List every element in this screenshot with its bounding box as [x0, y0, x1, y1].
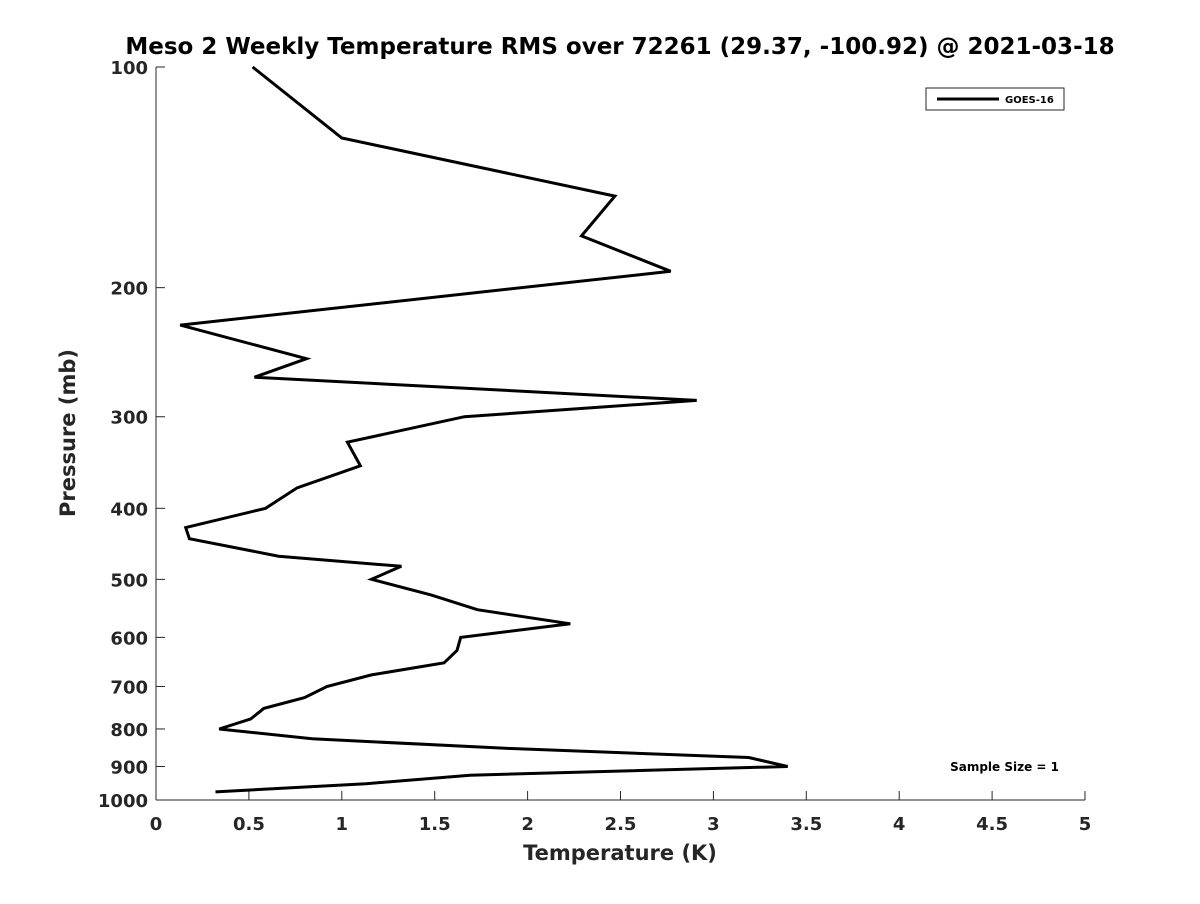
x-tick-label: 0.5 — [233, 814, 265, 835]
y-tick-label: 400 — [110, 499, 148, 520]
x-tick-label: 3.5 — [790, 814, 822, 835]
y-axis-label: Pressure (mb) — [56, 349, 80, 517]
y-tick-label: 300 — [110, 408, 148, 429]
x-tick-label: 4.5 — [976, 814, 1008, 835]
legend: GOES-16 — [925, 87, 1065, 111]
x-tick-label: 4 — [893, 814, 906, 835]
x-tick-label: 0 — [150, 814, 163, 835]
y-tick-label: 200 — [110, 279, 148, 300]
y-tick-label: 1000 — [98, 791, 148, 812]
x-tick-label: 5 — [1079, 814, 1092, 835]
x-axis-label: Temperature (K) — [523, 841, 717, 865]
y-tick-label: 700 — [110, 677, 148, 698]
legend-label-goes-16: GOES-16 — [1005, 95, 1054, 106]
series-line-goes-16 — [179, 65, 789, 794]
y-tick-label: 900 — [110, 757, 148, 778]
series-layer — [179, 65, 789, 794]
y-tick-label: 800 — [110, 720, 148, 741]
x-tick-label: 1 — [336, 814, 349, 835]
x-tick-label: 2.5 — [605, 814, 637, 835]
sample-size-annotation: Sample Size = 1 — [950, 760, 1059, 774]
x-ticks: 0 0.5 1 1.5 2 2.5 3 3.5 4 4.5 5 — [150, 791, 1092, 835]
x-tick-label: 2 — [521, 814, 534, 835]
y-tick-label: 100 — [110, 58, 148, 79]
y-tick-label: 600 — [110, 628, 148, 649]
y-tick-label: 500 — [110, 570, 148, 591]
chart-title: Meso 2 Weekly Temperature RMS over 72261… — [125, 34, 1114, 60]
x-tick-label: 3 — [707, 814, 720, 835]
x-tick-label: 1.5 — [419, 814, 451, 835]
y-ticks: 100 200 300 400 500 600 700 800 900 1000 — [98, 58, 165, 812]
